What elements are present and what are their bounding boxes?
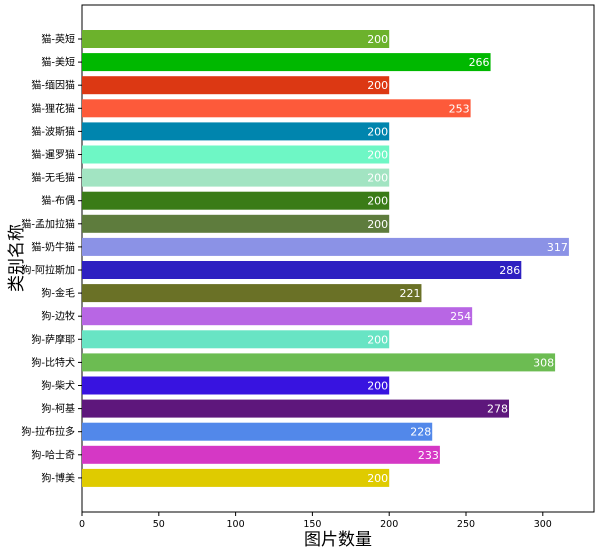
x-axis-title: 图片数量 bbox=[304, 530, 372, 550]
category-label: 猫-狸花猫 bbox=[31, 102, 75, 115]
category-label: 猫-波斯猫 bbox=[31, 125, 75, 138]
bar bbox=[82, 422, 433, 441]
bar bbox=[82, 237, 569, 256]
x-tick-label: 250 bbox=[457, 519, 475, 530]
bar bbox=[82, 330, 390, 349]
category-label: 猫-布偶 bbox=[41, 194, 75, 207]
bar bbox=[82, 30, 390, 48]
x-tick-label: 0 bbox=[79, 519, 85, 530]
bar bbox=[82, 76, 390, 95]
category-label: 猫-美短 bbox=[41, 56, 75, 69]
category-label: 狗-哈士奇 bbox=[31, 448, 75, 461]
x-tick-label: 150 bbox=[303, 519, 321, 530]
x-tick-label: 300 bbox=[534, 519, 552, 530]
bar bbox=[82, 261, 522, 279]
value-label: 200 bbox=[367, 195, 388, 208]
value-label: 200 bbox=[367, 79, 388, 92]
category-label: 狗-阿拉斯加 bbox=[21, 264, 75, 277]
category-label: 狗-柴犬 bbox=[41, 379, 75, 392]
bar bbox=[82, 468, 390, 487]
category-label: 猫-无毛猫 bbox=[31, 171, 75, 184]
category-label: 狗-萨摩耶 bbox=[31, 333, 75, 346]
x-axis: 0 50 100 150 200 250 300 bbox=[79, 512, 552, 530]
bar bbox=[82, 145, 390, 164]
value-label: 221 bbox=[399, 287, 420, 300]
value-label: 200 bbox=[367, 218, 388, 231]
x-tick-label: 100 bbox=[227, 519, 245, 530]
value-label: 278 bbox=[487, 403, 508, 416]
bar bbox=[82, 214, 390, 233]
bar bbox=[82, 99, 471, 118]
plot-frame bbox=[81, 4, 595, 513]
value-label: 317 bbox=[547, 241, 568, 254]
category-label: 狗-金毛 bbox=[41, 287, 75, 300]
bar bbox=[82, 122, 390, 141]
category-label: 猫-缅因猫 bbox=[31, 79, 75, 92]
category-label: 狗-边牧 bbox=[41, 310, 75, 323]
bar bbox=[82, 399, 510, 418]
value-label: 200 bbox=[367, 333, 388, 346]
value-label: 266 bbox=[469, 56, 490, 69]
bar bbox=[82, 284, 422, 303]
y-axis-title: 类别名称 bbox=[7, 224, 27, 292]
value-label: 200 bbox=[367, 33, 388, 46]
value-labels-group: 200 266 200 253 200 200 200 200 200 317 286 221 254 2… bbox=[367, 33, 568, 485]
category-label: 狗-拉布拉多 bbox=[21, 425, 75, 438]
value-label: 253 bbox=[449, 102, 470, 115]
bar bbox=[82, 307, 473, 326]
category-label: 猫-暹罗猫 bbox=[31, 148, 75, 161]
bar bbox=[82, 191, 390, 210]
x-tick-label: 50 bbox=[153, 519, 165, 530]
bar bbox=[82, 353, 556, 372]
y-axis: 猫-英短猫-美短猫-缅因猫猫-狸花猫猫-波斯猫猫-暹罗猫猫-无毛猫猫-布偶猫-孟… bbox=[21, 33, 82, 484]
value-label: 308 bbox=[533, 356, 554, 369]
value-label: 200 bbox=[367, 149, 388, 162]
value-label: 200 bbox=[367, 125, 388, 138]
bar bbox=[82, 168, 390, 187]
category-label: 猫-孟加拉猫 bbox=[21, 217, 75, 230]
value-label: 286 bbox=[499, 264, 520, 277]
bar bbox=[82, 445, 440, 464]
value-label: 254 bbox=[450, 310, 471, 323]
bar bbox=[82, 53, 491, 72]
category-label: 猫-奶牛猫 bbox=[31, 240, 75, 253]
bars-group bbox=[82, 30, 569, 487]
plot-area: 200 266 200 253 200 200 200 200 200 317 286 221 254 2… bbox=[81, 4, 595, 513]
value-label: 200 bbox=[367, 172, 388, 185]
category-label: 狗-比特犬 bbox=[31, 356, 75, 369]
value-label: 200 bbox=[367, 472, 388, 485]
category-label: 狗-柯基 bbox=[41, 402, 75, 415]
bar bbox=[82, 376, 390, 395]
value-label: 200 bbox=[367, 380, 388, 393]
value-label: 233 bbox=[418, 449, 439, 462]
value-label: 228 bbox=[410, 426, 431, 439]
category-label: 猫-英短 bbox=[41, 33, 75, 46]
x-tick-label: 200 bbox=[380, 519, 398, 530]
category-label: 狗-博美 bbox=[41, 471, 75, 484]
